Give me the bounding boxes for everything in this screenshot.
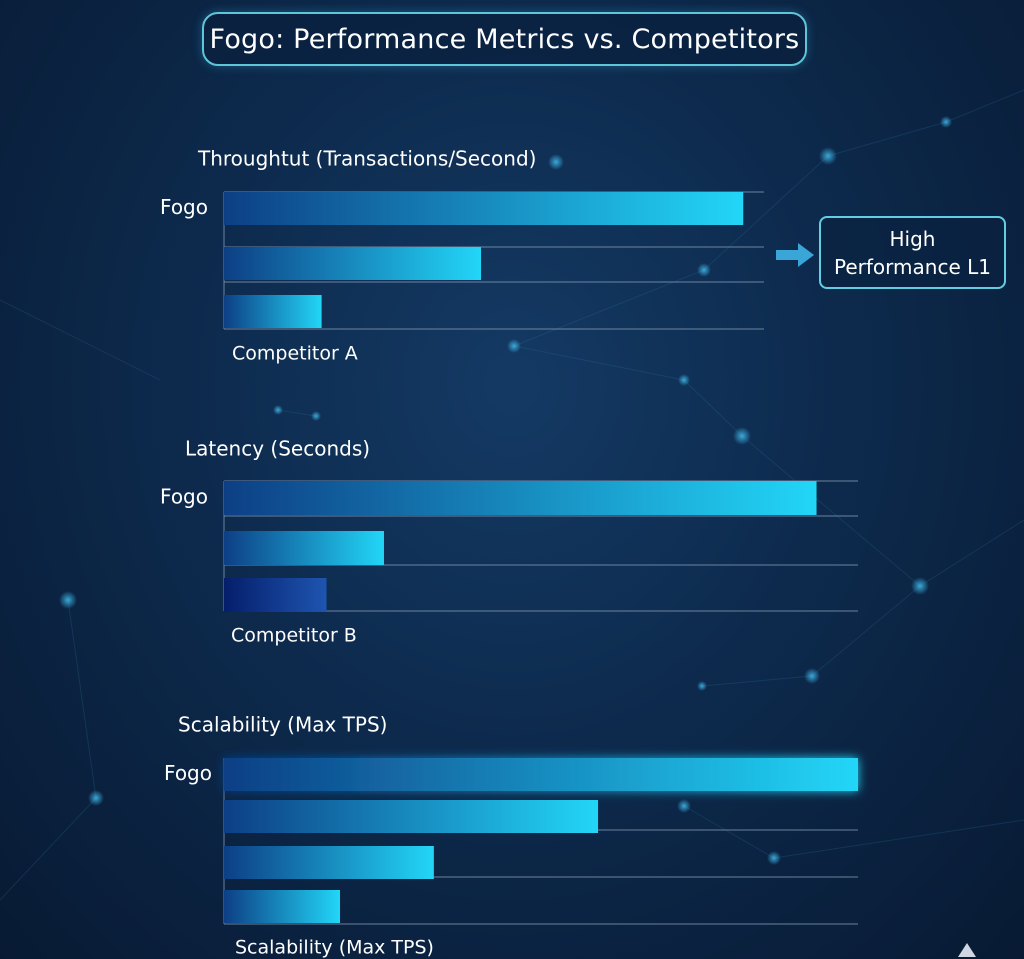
arrow-right-icon bbox=[776, 243, 814, 267]
bar bbox=[224, 758, 858, 791]
bar bbox=[224, 481, 817, 515]
chart-title-3: Scalability (Max TPS) bbox=[178, 713, 387, 737]
callout-line-2: Performance L1 bbox=[834, 254, 991, 279]
triangle-up-icon bbox=[958, 943, 976, 957]
chart-1: Throughtut (Transactions/Second) Fogo Comp… bbox=[160, 147, 764, 365]
bar bbox=[224, 531, 384, 565]
bar bbox=[224, 192, 744, 225]
chart-title: Fogo: Performance Metrics vs. Competitor… bbox=[202, 12, 807, 66]
chart-title-1: Throughtut (Transactions/Second) bbox=[197, 147, 536, 171]
bar bbox=[224, 247, 482, 280]
bar bbox=[224, 578, 327, 612]
chart-title-2: Latency (Seconds) bbox=[185, 437, 370, 461]
chart-caption: Scalability (Max TPS) bbox=[235, 937, 434, 959]
bar bbox=[224, 846, 434, 879]
chart-caption: Competitor A bbox=[232, 343, 358, 365]
bar bbox=[224, 890, 341, 923]
bar bbox=[224, 800, 599, 833]
bar bbox=[224, 295, 322, 328]
chart-caption: Competitor B bbox=[231, 625, 357, 647]
high-performance-callout: High Performance L1 bbox=[819, 216, 1006, 289]
category-label: Fogo bbox=[160, 195, 208, 219]
callout-line-1: High bbox=[889, 226, 936, 251]
chart-2: Latency (Seconds) Fogo Competitor B bbox=[160, 437, 858, 647]
category-label: Fogo bbox=[160, 485, 208, 509]
chart-3: Scalability (Max TPS) Fogo Scalability (Ma… bbox=[164, 713, 858, 959]
category-label: Fogo bbox=[164, 761, 212, 785]
